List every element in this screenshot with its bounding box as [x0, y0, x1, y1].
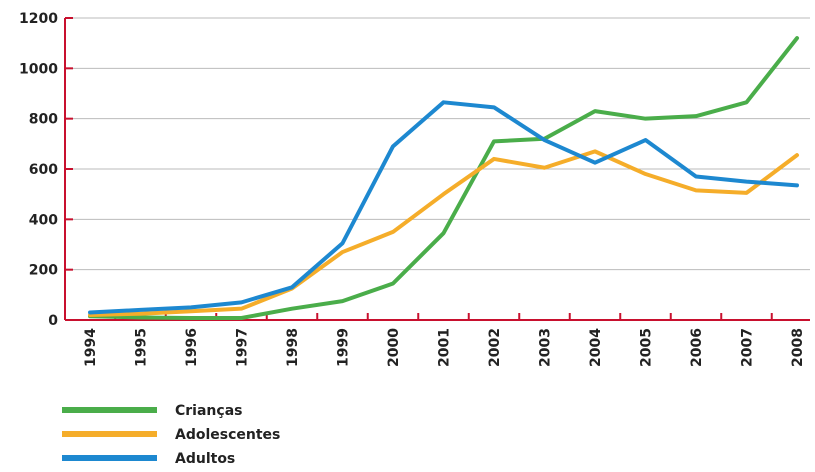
ytick-label-800: 800	[29, 112, 58, 128]
legend-label-0: Crianças	[175, 403, 242, 419]
legend-label-1: Adolescentes	[175, 427, 280, 443]
series-line-crianas	[88, 36, 799, 320]
xtick-label-1995: 1995	[134, 328, 150, 367]
xtick-label-2007: 2007	[740, 328, 756, 367]
legend: Crianças Adolescentes Adultos	[62, 403, 280, 467]
xtick-label-1994: 1994	[83, 328, 99, 367]
ytick-label-600: 600	[29, 162, 58, 178]
series-line-adultos	[88, 100, 799, 315]
xtick-label-2005: 2005	[639, 328, 655, 367]
xtick-label-2006: 2006	[689, 328, 705, 367]
xtick-label-2001: 2001	[437, 328, 453, 367]
xtick-label-1998: 1998	[285, 328, 301, 367]
axes	[64, 17, 810, 321]
xtick-label-1996: 1996	[184, 328, 200, 367]
xtick-label-1999: 1999	[336, 328, 352, 367]
ytick-label-0: 0	[48, 313, 58, 329]
gridlines	[65, 17, 810, 271]
xtick-label-2000: 2000	[386, 328, 402, 367]
xtick-label-1997: 1997	[235, 328, 251, 367]
xtick-label-2002: 2002	[487, 328, 503, 367]
ytick-label-200: 200	[29, 263, 58, 279]
xtick-label-2008: 2008	[790, 328, 806, 367]
legend-label-2: Adultos	[175, 451, 235, 467]
ytick-label-1000: 1000	[19, 61, 58, 77]
xtick-label-2003: 2003	[538, 328, 554, 367]
tick-labels: 0 200 400 600 800 1000 1200 1994 1995 1996 1997 199…	[19, 11, 806, 367]
ytick-label-400: 400	[29, 212, 58, 228]
xtick-label-2004: 2004	[588, 328, 604, 367]
series-line-adolescentes	[88, 149, 799, 317]
ytick-label-1200: 1200	[19, 11, 58, 27]
series-lines	[88, 36, 799, 320]
